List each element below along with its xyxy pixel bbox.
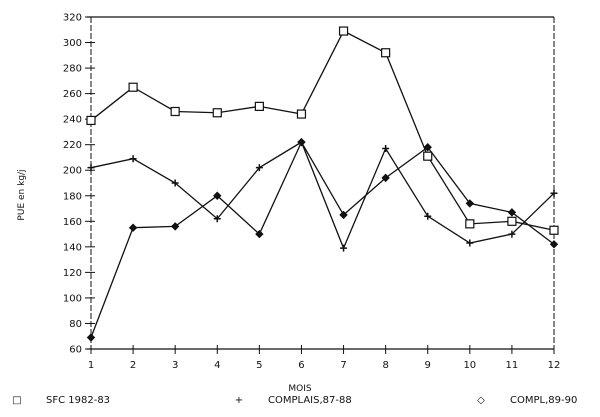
square-marker-icon [254, 101, 264, 111]
x-tick-label: 11 [506, 360, 519, 371]
y-tick-label: 260 [63, 89, 82, 100]
x-tick-label: 9 [425, 360, 431, 371]
series-square [86, 26, 559, 235]
y-tick-label: 280 [63, 64, 82, 75]
diamond-marker-icon [549, 240, 559, 249]
square-marker-icon [170, 106, 180, 117]
y-tick-label: 240 [63, 115, 82, 126]
y-tick-label: 140 [63, 242, 82, 253]
square-marker-icon [296, 109, 307, 119]
square-marker-icon [507, 216, 517, 226]
square-marker-icon [465, 219, 475, 229]
x-tick-label: 3 [172, 360, 178, 371]
diamond-marker-icon [465, 199, 475, 208]
diamond-marker-icon [255, 229, 264, 239]
plus-marker-icon [255, 164, 263, 172]
series-line [90, 141, 555, 250]
legend-item-compl: ◇ COMPL,89-90 [474, 395, 577, 406]
plus-marker-icon [424, 212, 432, 220]
diamond-marker-icon [170, 222, 180, 231]
diamond-marker-icon [128, 223, 138, 232]
plus-marker-icon [87, 164, 95, 172]
x-axis-title: MOIS [288, 384, 312, 394]
plot-frame [87, 16, 555, 353]
legend-item-sfc: □ SFC 1982-83 [10, 395, 110, 406]
square-marker-icon: □ [12, 395, 22, 406]
diamond-marker-icon [507, 208, 517, 217]
y-axis: 60 80 100 120 140 160 180 200 220 240 260 280 300 320 [63, 13, 95, 356]
y-tick-label: 300 [63, 38, 82, 49]
y-axis-title: PUE en kg/j [17, 169, 27, 220]
x-tick-label: 8 [382, 360, 388, 371]
series-diamond [86, 137, 559, 342]
x-axis: 1 2 3 4 5 6 7 8 9 10 11 12 [88, 345, 561, 371]
plus-marker-icon [382, 145, 390, 153]
square-marker-icon [381, 48, 391, 58]
x-tick-label: 4 [214, 360, 220, 371]
square-marker-icon [338, 26, 349, 36]
legend-item-complais: + COMPLAIS,87-88 [232, 395, 352, 406]
x-tick-label: 6 [298, 360, 304, 371]
series-plus [87, 138, 558, 252]
diamond-marker-icon [86, 333, 96, 342]
y-tick-label: 120 [63, 268, 82, 279]
diamond-marker-icon [339, 210, 348, 220]
x-tick-label: 2 [130, 360, 136, 371]
y-tick-label: 320 [63, 13, 82, 24]
square-marker-icon [212, 108, 222, 118]
x-tick-label: 5 [256, 360, 262, 371]
series-line [90, 30, 555, 231]
plus-marker-icon [213, 215, 221, 223]
y-tick-label: 100 [63, 293, 82, 304]
series-line [90, 140, 555, 338]
plus-marker-icon [466, 239, 474, 247]
square-marker-icon [86, 115, 96, 126]
y-tick-label: 160 [63, 217, 82, 228]
y-tick-label: 180 [63, 191, 82, 202]
plus-marker-icon: + [234, 395, 244, 406]
plus-marker-icon [171, 179, 179, 187]
diamond-marker-icon [213, 191, 222, 200]
plus-marker-icon [550, 189, 558, 197]
legend-label: SFC 1982-83 [46, 395, 111, 406]
diamond-marker-icon: ◇ [477, 395, 485, 406]
legend-label: COMPL,89-90 [510, 395, 578, 406]
x-tick-label: 1 [88, 360, 94, 371]
plus-marker-icon [340, 244, 348, 252]
square-marker-icon [549, 225, 559, 235]
diamond-marker-icon [423, 143, 432, 152]
legend-label: COMPLAIS,87-88 [268, 395, 352, 406]
y-tick-label: 60 [69, 345, 82, 356]
data-series [86, 26, 559, 342]
x-tick-label: 12 [548, 360, 561, 371]
plus-marker-icon [508, 230, 516, 238]
plus-marker-icon [129, 155, 137, 163]
diamond-marker-icon [381, 173, 390, 183]
y-tick-label: 200 [63, 166, 82, 177]
y-tick-label: 220 [63, 140, 82, 151]
square-marker-icon [128, 82, 138, 92]
x-tick-label: 10 [463, 360, 476, 371]
x-tick-label: 7 [340, 360, 346, 371]
diamond-marker-icon [297, 137, 306, 147]
y-tick-label: 80 [69, 319, 82, 330]
square-marker-icon [423, 151, 433, 161]
